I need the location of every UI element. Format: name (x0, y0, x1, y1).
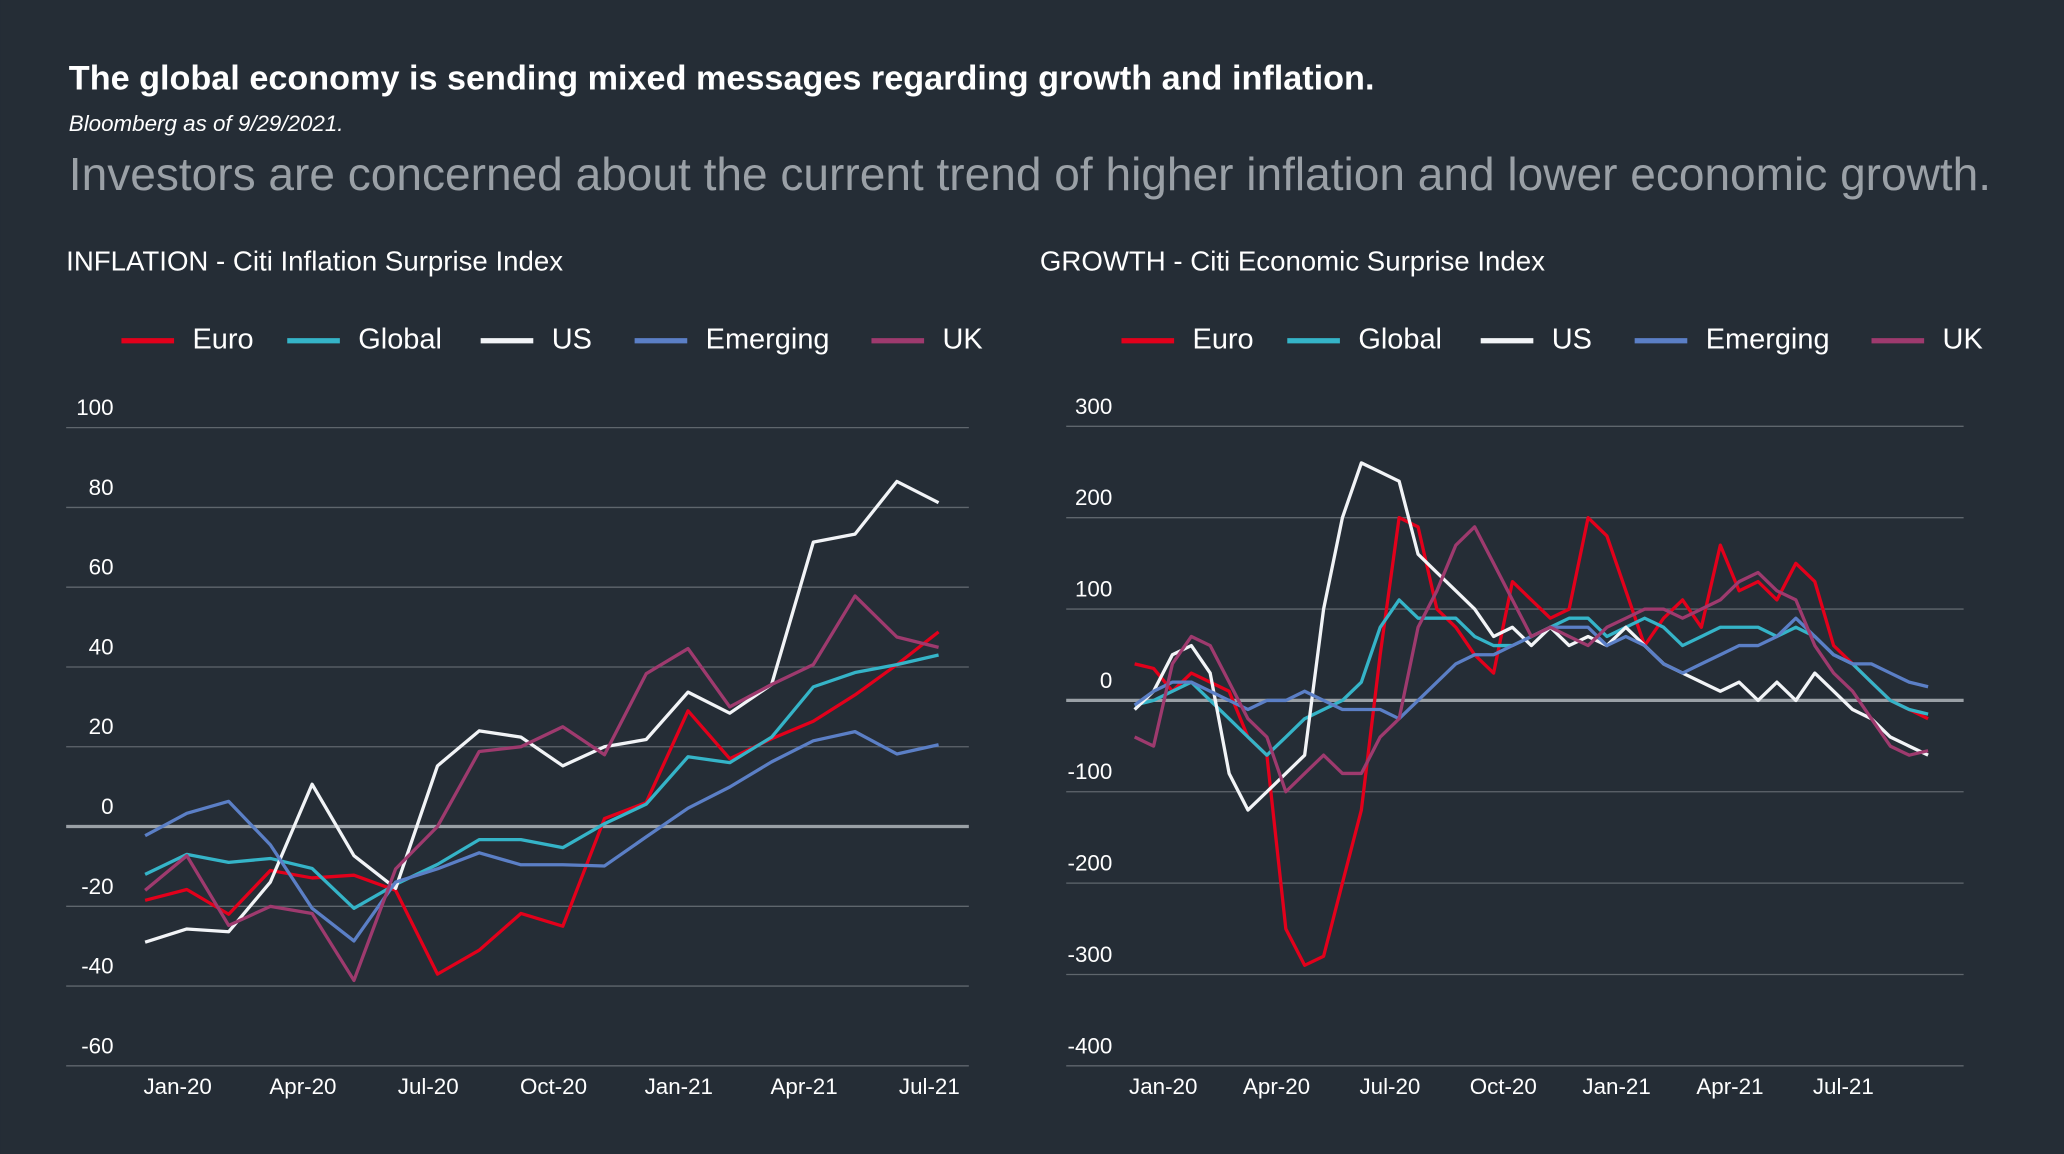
legend-label: UK (1943, 323, 1983, 355)
legend-label: US (1552, 323, 1592, 355)
y-tick-label: 300 (1075, 394, 1112, 419)
series-line (144, 630, 940, 976)
x-tick-label: Jan-20 (1129, 1074, 1197, 1099)
series-line (144, 729, 939, 943)
y-tick-label: -100 (1068, 759, 1113, 784)
y-tick-label: 0 (1100, 668, 1112, 693)
page-title: The global economy is sending mixed mess… (69, 59, 1375, 97)
y-tick-label: 0 (101, 794, 113, 819)
y-tick-label: -400 (1068, 1033, 1113, 1058)
legend-label: UK (943, 323, 983, 355)
y-tick-label: 100 (1075, 577, 1112, 602)
y-tick-label: -200 (1068, 851, 1113, 876)
legend-label: Emerging (706, 323, 830, 355)
y-tick-label: 200 (1075, 485, 1112, 510)
x-tick-label: Apr-20 (269, 1074, 336, 1099)
y-tick-label: 40 (89, 634, 114, 659)
legend-label: US (552, 323, 592, 355)
y-tick-label: 80 (89, 475, 114, 500)
x-tick-label: Jan-21 (645, 1074, 713, 1099)
x-tick-label: Jul-20 (1359, 1074, 1420, 1099)
source-note: Bloomberg as of 9/29/2021. (69, 111, 344, 136)
y-tick-label: -60 (81, 1033, 113, 1058)
x-tick-label: Oct-20 (520, 1074, 587, 1099)
legend-label: Emerging (1706, 323, 1830, 355)
x-tick-label: Jul-21 (899, 1074, 960, 1099)
x-tick-label: Jan-21 (1582, 1074, 1650, 1099)
y-tick-label: 100 (76, 395, 113, 420)
y-tick-label: 60 (89, 555, 114, 580)
x-tick-label: Jan-20 (143, 1074, 211, 1099)
chart-title: INFLATION - Citi Inflation Surprise Inde… (66, 245, 563, 276)
x-tick-label: Apr-21 (771, 1074, 838, 1099)
series-line (144, 479, 940, 944)
legend-label: Global (1358, 323, 1442, 355)
x-tick-label: Apr-21 (1696, 1074, 1763, 1099)
legend-label: Euro (1193, 323, 1254, 355)
series-line (1133, 461, 1929, 812)
headline: Investors are concerned about the curren… (69, 148, 1991, 200)
x-tick-label: Oct-20 (1470, 1074, 1537, 1099)
x-tick-label: Apr-20 (1243, 1074, 1310, 1099)
y-tick-label: -20 (81, 874, 113, 899)
y-tick-label: -300 (1068, 942, 1113, 967)
chart-title: GROWTH - Citi Economic Surprise Index (1040, 245, 1545, 276)
y-tick-label: -40 (81, 954, 113, 979)
y-tick-label: 20 (89, 714, 114, 739)
series-line (144, 594, 939, 983)
x-tick-label: Jul-20 (398, 1074, 459, 1099)
series-line (1133, 525, 1929, 794)
legend-label: Global (358, 323, 442, 355)
series-line (144, 653, 939, 910)
x-tick-label: Jul-21 (1813, 1074, 1874, 1099)
legend-label: Euro (192, 323, 253, 355)
